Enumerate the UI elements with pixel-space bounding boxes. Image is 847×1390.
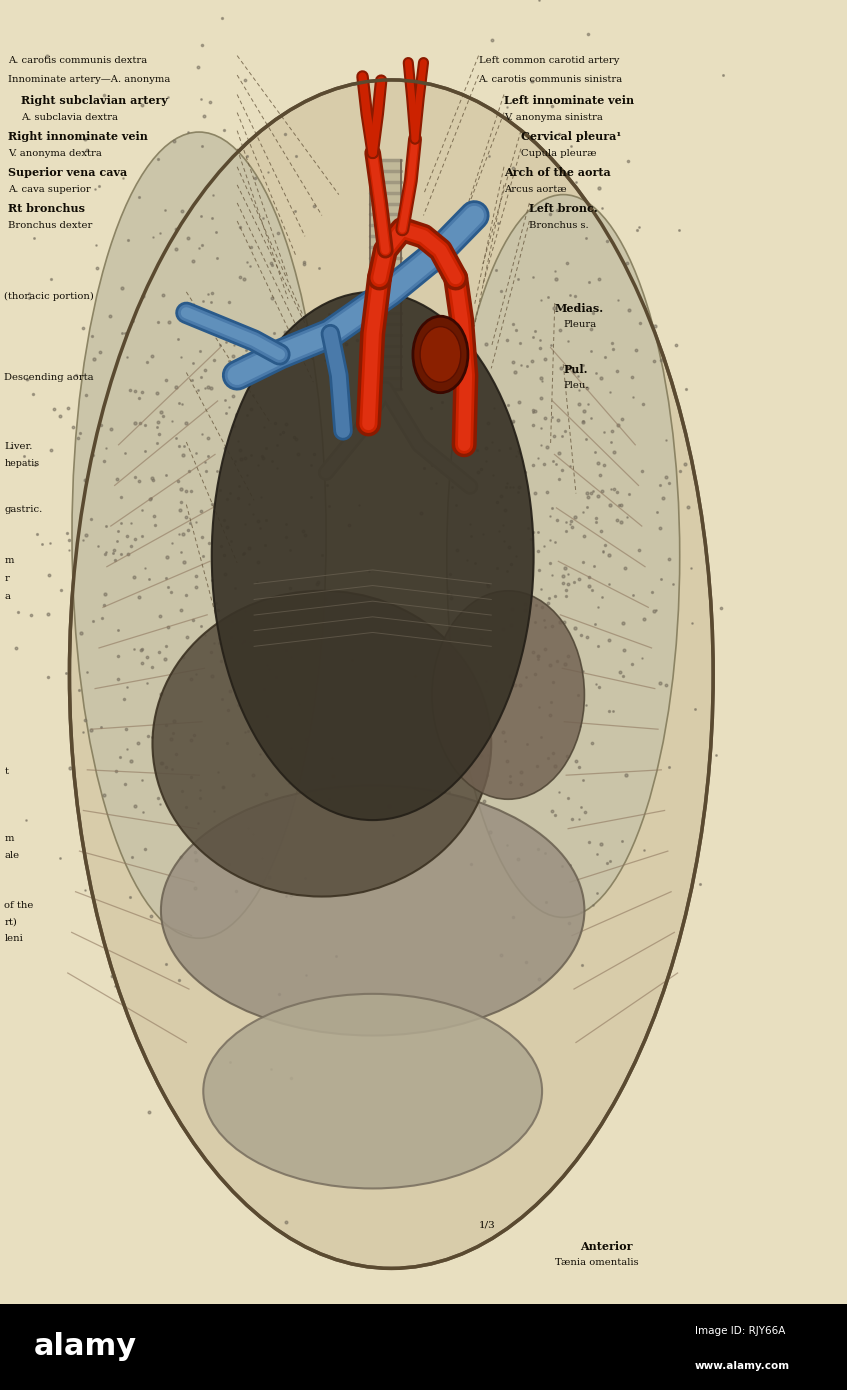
Text: Arcus aortæ: Arcus aortæ: [504, 185, 567, 193]
Text: Cervical pleura¹: Cervical pleura¹: [521, 131, 621, 142]
Text: Anterior: Anterior: [580, 1241, 633, 1252]
Bar: [0, 1304, 847, 1390]
Text: Tænia omentalis: Tænia omentalis: [555, 1258, 639, 1266]
Text: rt): rt): [4, 917, 17, 926]
Ellipse shape: [412, 317, 468, 393]
Text: Image ID: RJY66A: Image ID: RJY66A: [695, 1326, 785, 1336]
Text: A. cava superior: A. cava superior: [8, 185, 91, 193]
Text: Left bronc.: Left bronc.: [529, 203, 598, 214]
Text: m: m: [4, 556, 14, 564]
Text: A. carotis communis sinistra: A. carotis communis sinistra: [479, 75, 623, 83]
Text: Pul.: Pul.: [563, 364, 588, 375]
Text: leni: leni: [4, 934, 23, 942]
Text: ale: ale: [4, 851, 19, 859]
Ellipse shape: [212, 292, 534, 820]
Text: hepatis: hepatis: [4, 459, 39, 467]
Ellipse shape: [161, 785, 584, 1036]
Ellipse shape: [69, 79, 713, 1268]
Text: of the: of the: [4, 901, 34, 909]
Text: Innominate artery—A. anonyma: Innominate artery—A. anonyma: [8, 75, 171, 83]
Text: V. anonyma sinistra: V. anonyma sinistra: [504, 113, 603, 121]
Text: Descending aorta: Descending aorta: [4, 373, 94, 381]
Text: Cupula pleuræ: Cupula pleuræ: [521, 149, 596, 157]
Text: r: r: [4, 574, 9, 582]
Text: Liver.: Liver.: [4, 442, 33, 450]
Text: t: t: [4, 767, 8, 776]
Ellipse shape: [420, 327, 461, 382]
Ellipse shape: [432, 591, 584, 799]
Text: Right subclavian artery: Right subclavian artery: [21, 95, 168, 106]
Text: Medias.: Medias.: [555, 303, 604, 314]
Text: Pleura: Pleura: [563, 320, 596, 328]
Text: Rt bronchus: Rt bronchus: [8, 203, 86, 214]
Text: Bronchus dexter: Bronchus dexter: [8, 221, 93, 229]
Text: 1/3: 1/3: [479, 1220, 495, 1229]
Text: A. subclavia dextra: A. subclavia dextra: [21, 113, 119, 121]
Text: a: a: [4, 592, 10, 600]
Text: Bronchus s.: Bronchus s.: [529, 221, 589, 229]
Text: m: m: [4, 834, 14, 842]
Ellipse shape: [152, 591, 491, 897]
Text: Left common carotid artery: Left common carotid artery: [479, 56, 619, 64]
Text: alamy: alamy: [34, 1333, 137, 1361]
Ellipse shape: [203, 994, 542, 1188]
Ellipse shape: [447, 195, 680, 917]
Ellipse shape: [72, 132, 326, 938]
Text: V. anonyma dextra: V. anonyma dextra: [8, 149, 102, 157]
Text: www.alamy.com: www.alamy.com: [695, 1361, 789, 1371]
Text: gastric.: gastric.: [4, 505, 42, 513]
Text: Superior vena cava: Superior vena cava: [8, 167, 128, 178]
Text: (thoracic portion): (thoracic portion): [4, 292, 94, 302]
Text: A. carotis communis dextra: A. carotis communis dextra: [8, 56, 147, 64]
Text: Left innominate vein: Left innominate vein: [504, 95, 634, 106]
Text: Arch of the aorta: Arch of the aorta: [504, 167, 611, 178]
Text: Right innominate vein: Right innominate vein: [8, 131, 148, 142]
Text: Pleu.: Pleu.: [563, 381, 589, 389]
